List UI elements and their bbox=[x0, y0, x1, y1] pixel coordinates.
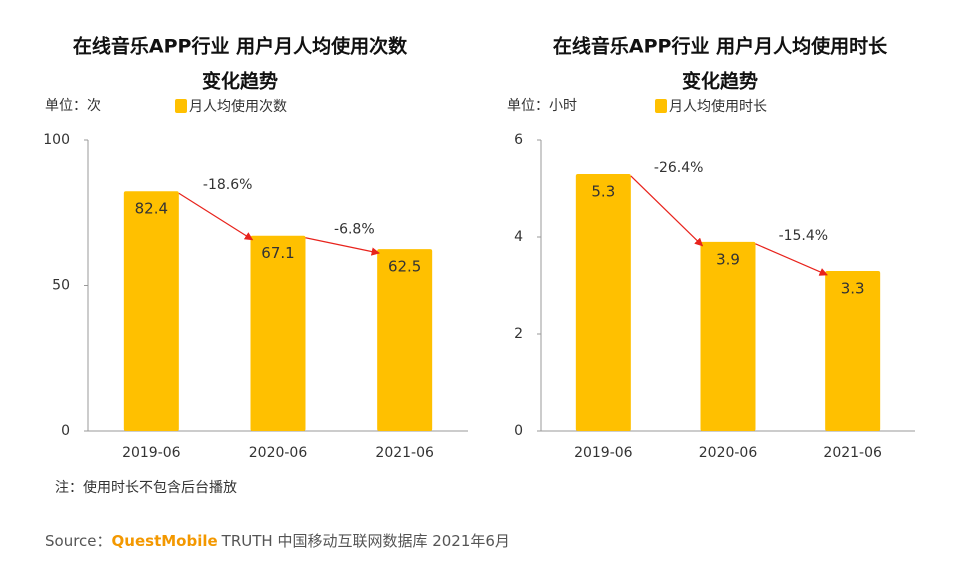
data-label: 5.3 bbox=[591, 182, 615, 200]
data-label: 3.3 bbox=[841, 279, 865, 297]
x-tick-label: 2021-06 bbox=[823, 445, 882, 461]
x-tick-label: 2020-06 bbox=[249, 445, 308, 461]
source-brand: QuestMobile bbox=[112, 532, 218, 550]
note: 注：使用时长不包含后台播放 bbox=[55, 479, 237, 496]
y-tick-label: 100 bbox=[43, 132, 70, 148]
change-arrow bbox=[630, 175, 704, 247]
data-label: 82.4 bbox=[135, 200, 168, 218]
x-tick-label: 2019-06 bbox=[122, 445, 181, 461]
source-text: TRUTH 中国移动互联网数据库 2021年6月 bbox=[221, 532, 510, 550]
data-label: 3.9 bbox=[716, 250, 740, 268]
y-tick-label: 4 bbox=[514, 229, 523, 245]
legend-label: 月人均使用次数 bbox=[189, 98, 287, 115]
change-label: -18.6% bbox=[203, 177, 253, 193]
x-tick-label: 2021-06 bbox=[375, 445, 434, 461]
bar bbox=[123, 191, 179, 431]
chart-title: 变化趋势 bbox=[682, 70, 758, 93]
bar bbox=[575, 173, 631, 431]
change-label: -15.4% bbox=[779, 228, 829, 244]
unit-label: 单位：小时 bbox=[507, 98, 577, 114]
change-label: -6.8% bbox=[334, 222, 375, 238]
chart-title: 在线音乐APP行业 用户月人均使用时长 bbox=[553, 35, 888, 58]
bar bbox=[250, 235, 306, 431]
y-tick-label: 0 bbox=[61, 423, 70, 439]
data-label: 62.5 bbox=[388, 258, 421, 276]
change-arrow bbox=[755, 243, 828, 276]
change-arrow bbox=[178, 192, 254, 241]
unit-label: 单位：次 bbox=[45, 98, 101, 114]
bar bbox=[700, 241, 756, 431]
y-tick-label: 6 bbox=[514, 132, 523, 148]
source: Source：QuestMobile TRUTH 中国移动互联网数据库 2021年… bbox=[45, 532, 510, 550]
legend-swatch bbox=[175, 99, 187, 113]
legend-label: 月人均使用时长 bbox=[669, 98, 767, 115]
y-tick-label: 0 bbox=[514, 423, 523, 439]
y-tick-label: 2 bbox=[514, 326, 523, 342]
chart-title: 在线音乐APP行业 用户月人均使用次数 bbox=[73, 35, 408, 58]
source-prefix: Source： bbox=[45, 532, 112, 550]
change-arrow bbox=[305, 237, 380, 256]
change-label: -26.4% bbox=[654, 160, 704, 176]
data-label: 67.1 bbox=[261, 244, 294, 262]
bar bbox=[825, 270, 881, 431]
x-tick-label: 2020-06 bbox=[699, 445, 758, 461]
x-tick-label: 2019-06 bbox=[574, 445, 633, 461]
bar bbox=[377, 249, 433, 431]
y-tick-label: 50 bbox=[52, 278, 70, 294]
chart-title: 变化趋势 bbox=[202, 70, 278, 93]
legend-swatch bbox=[655, 99, 667, 113]
